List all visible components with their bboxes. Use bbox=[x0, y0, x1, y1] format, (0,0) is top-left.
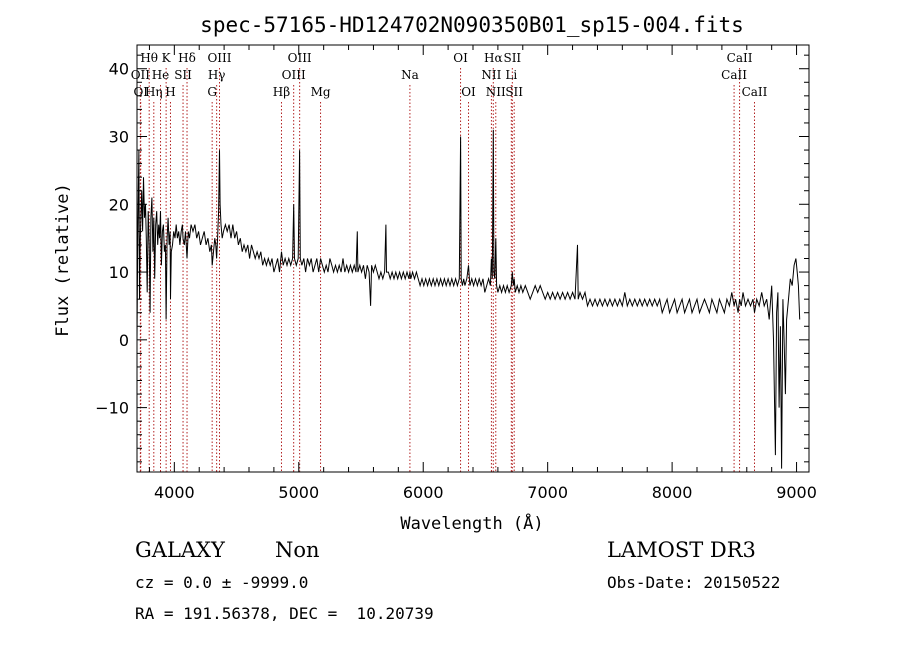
line-label: OIII bbox=[282, 68, 306, 82]
y-tick-label: 10 bbox=[109, 263, 129, 282]
x-tick-label: 7000 bbox=[527, 483, 568, 502]
survey-name: LAMOST DR3 bbox=[607, 538, 756, 562]
y-tick-label: −10 bbox=[95, 399, 129, 418]
line-label: He bbox=[152, 68, 170, 82]
chart-title: spec-57165-HD124702N090350B01_sp15-004.f… bbox=[200, 13, 744, 37]
observation-date: Obs-Date: 20150522 bbox=[607, 573, 781, 592]
y-tick-label: 40 bbox=[109, 60, 129, 79]
object-type: GALAXY bbox=[135, 538, 225, 562]
line-label: Hδ bbox=[178, 51, 196, 65]
line-label: Hγ bbox=[208, 68, 226, 82]
plot-frame bbox=[136, 44, 810, 473]
line-label: CaII bbox=[742, 85, 768, 99]
line-label: Hα bbox=[484, 51, 503, 65]
line-label: SII bbox=[503, 51, 521, 65]
line-label: Hη bbox=[145, 85, 163, 99]
x-tick-label: 6000 bbox=[403, 483, 444, 502]
line-label: OI bbox=[461, 85, 476, 99]
line-label: CaII bbox=[727, 51, 753, 65]
x-tick-label: 4000 bbox=[154, 483, 195, 502]
flux-series-line bbox=[136, 129, 801, 469]
line-label: OIII bbox=[207, 51, 231, 65]
line-label: Li bbox=[505, 68, 517, 82]
line-label: OII bbox=[131, 68, 151, 82]
y-axis-ticks: −10 0 10 20 30 40 bbox=[95, 54, 809, 463]
line-label: SII bbox=[174, 68, 192, 82]
line-label: OI bbox=[453, 51, 468, 65]
line-label: SII bbox=[505, 85, 523, 99]
line-label: CaII bbox=[721, 68, 747, 82]
x-tick-label: 5000 bbox=[278, 483, 319, 502]
coordinates: RA = 191.56378, DEC = 10.20739 bbox=[135, 604, 434, 623]
x-axis-ticks: 4000 5000 6000 7000 8000 9000 bbox=[148, 45, 817, 502]
y-tick-label: 20 bbox=[109, 195, 129, 214]
line-label: Hβ bbox=[273, 85, 290, 99]
line-label: K bbox=[162, 51, 172, 65]
y-axis-label: Flux (relative) bbox=[53, 183, 73, 337]
y-tick-label: 30 bbox=[109, 128, 129, 147]
x-axis-label: Wavelength (Å) bbox=[400, 512, 543, 534]
line-label: H bbox=[165, 85, 175, 99]
x-tick-label: 9000 bbox=[776, 483, 817, 502]
line-label: G bbox=[207, 85, 217, 99]
line-label: OIII bbox=[288, 51, 312, 65]
redshift-cz: cz = 0.0 ± -9999.0 bbox=[135, 573, 309, 592]
line-label: Hθ bbox=[140, 51, 158, 65]
line-label: NII bbox=[481, 68, 501, 82]
x-tick-label: 8000 bbox=[652, 483, 693, 502]
line-label: NII bbox=[486, 85, 506, 99]
y-tick-label: 0 bbox=[119, 331, 129, 350]
line-label: Na bbox=[401, 68, 419, 82]
spectral-line-markers bbox=[139, 68, 755, 472]
line-label: Mg bbox=[311, 85, 331, 99]
object-subclass: Non bbox=[275, 538, 320, 562]
